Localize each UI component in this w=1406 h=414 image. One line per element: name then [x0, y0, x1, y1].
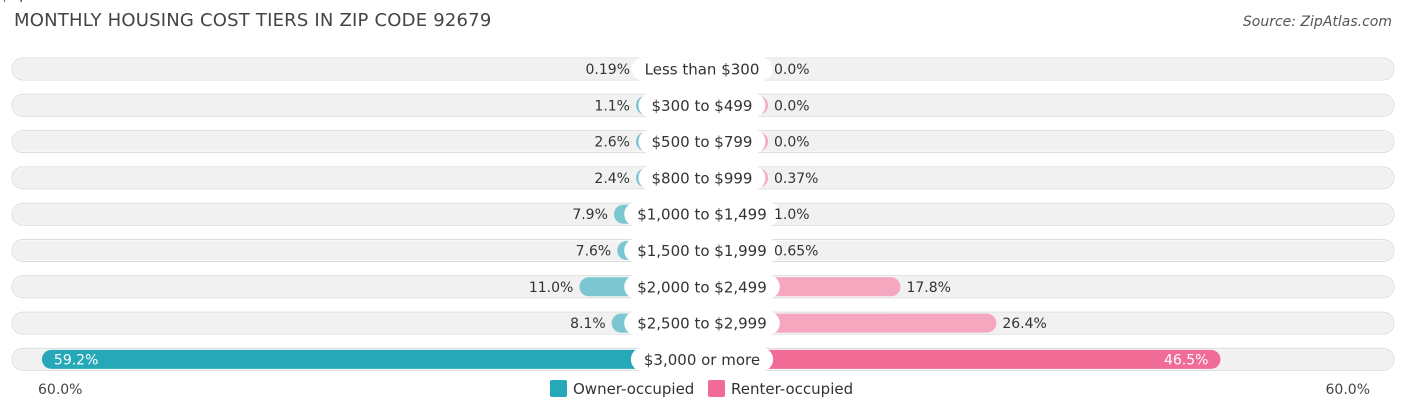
owner-value-label: 1.1% — [594, 98, 630, 114]
renter-value-label: 46.5% — [1164, 352, 1208, 368]
legend-swatch-renter — [708, 380, 725, 397]
category-label: $2,500 to $2,999 — [637, 315, 767, 333]
owner-value-label: 8.1% — [570, 316, 606, 332]
owner-value-label: 7.6% — [576, 244, 612, 260]
category-label: $1,000 to $1,499 — [637, 206, 767, 224]
owner-bar — [41, 349, 703, 369]
category-label-pill — [624, 202, 780, 227]
category-label: $500 to $799 — [652, 133, 753, 151]
category-label-pill — [638, 93, 766, 118]
renter-value-label: 0.0% — [774, 135, 810, 151]
renter-value-label: 1.0% — [774, 207, 810, 223]
legend-label-owner: Owner-occupied — [573, 380, 694, 398]
renter-value-label: 17.8% — [906, 280, 950, 296]
chart-title: MONTHLY HOUSING COST TIERS IN ZIP CODE 9… — [14, 10, 492, 31]
category-label-pill — [638, 129, 766, 154]
owner-value-label: 7.9% — [572, 207, 608, 223]
category-label-pill — [631, 57, 773, 81]
renter-value-label: 0.65% — [774, 244, 818, 260]
axis-right-label: 60.0% — [1326, 382, 1370, 398]
renter-value-label: 26.4% — [1002, 316, 1046, 332]
renter-value-label: 0.0% — [774, 62, 810, 78]
category-label-pill — [630, 347, 774, 372]
category-label: $800 to $999 — [652, 169, 753, 187]
category-label-pill — [638, 165, 766, 190]
category-label: Less than $300 — [645, 61, 760, 79]
category-label-pill — [624, 274, 780, 299]
legend-swatch-owner — [550, 380, 567, 397]
category-label-pill — [624, 311, 780, 336]
source-note: Source: ZipAtlas.com — [1242, 14, 1392, 30]
category-label-pill — [624, 238, 780, 263]
category-label: $2,000 to $2,499 — [637, 278, 767, 296]
category-label: $300 to $499 — [652, 97, 753, 115]
svg-text:$3,000 or more: $3,000 or more — [0, 0, 116, 4]
category-label: $1,500 to $1,999 — [637, 242, 767, 260]
renter-bar — [702, 349, 1221, 369]
axis-left-label: 60.0% — [38, 382, 82, 398]
renter-value-label: 0.37% — [774, 171, 818, 187]
owner-value-label: 11.0% — [529, 280, 573, 296]
renter-value-label: 0.0% — [774, 98, 810, 114]
category-label: $3,000 or more — [644, 351, 760, 369]
owner-value-label: 2.4% — [594, 171, 630, 187]
owner-value-label: 59.2% — [54, 352, 98, 368]
owner-value-label: 0.19% — [586, 62, 630, 78]
owner-value-label: 2.6% — [594, 135, 630, 151]
legend-label-renter: Renter-occupied — [731, 380, 853, 398]
